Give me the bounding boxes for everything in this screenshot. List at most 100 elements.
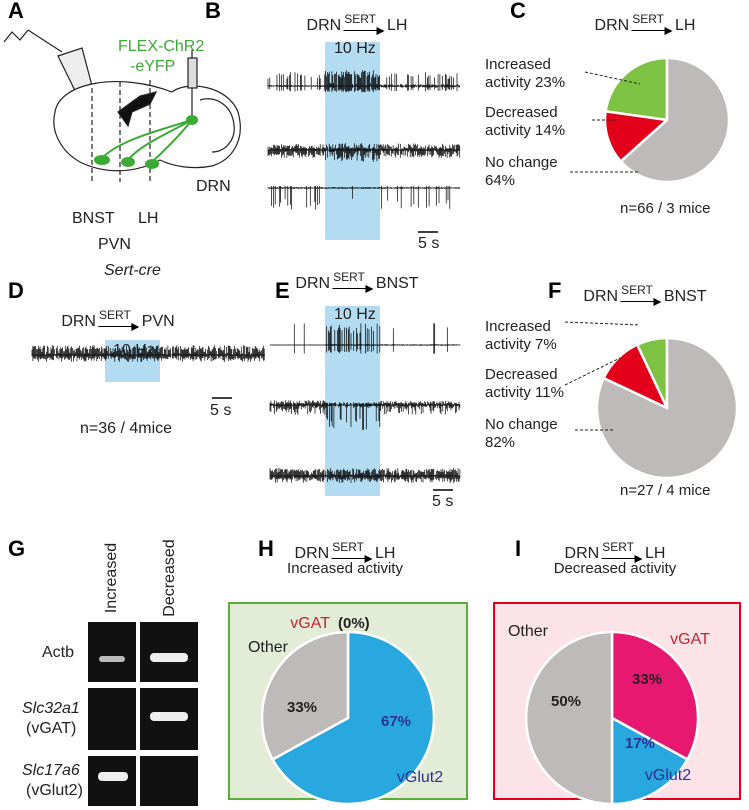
panel-label: F <box>548 278 562 303</box>
pie-slice <box>524 630 614 806</box>
pathway-title: DRN SERT LH <box>294 540 396 563</box>
category-name: No change <box>485 154 558 171</box>
superscript: SERT <box>343 12 385 35</box>
gel <box>88 622 198 806</box>
value-label: 7% <box>535 336 557 353</box>
pathway-title: DRN SERT LH <box>564 540 665 563</box>
category-name: vGAT <box>290 615 330 632</box>
superscript: SERT <box>331 540 373 563</box>
note: n=27 / 4 mice <box>620 482 711 499</box>
scale-bar-label: 5 s <box>210 402 232 419</box>
source: DRN <box>583 288 619 305</box>
value-label: (0%) <box>338 615 370 632</box>
category-name: vGAT <box>670 631 710 648</box>
superscript: SERT <box>631 12 673 35</box>
region-label: LH <box>138 210 159 227</box>
scale-bar-label: 5 s <box>432 493 454 510</box>
category-name: Increased activity <box>485 56 551 91</box>
cerebellum <box>199 98 235 153</box>
pie-slice <box>610 715 690 806</box>
target: BNST <box>375 275 419 292</box>
mouse-line: Sert-cre <box>104 262 161 279</box>
value-label: 33% <box>632 671 662 688</box>
pathway-title: DRN SERT LH <box>595 12 696 35</box>
source: DRN <box>564 545 600 562</box>
panel-label: A <box>8 0 24 23</box>
leader-line <box>564 321 641 326</box>
target: LH <box>675 17 696 34</box>
region-label: BNST <box>72 210 115 227</box>
superscript: SERT <box>332 270 374 293</box>
virus-label: FLEX-ChR2 <box>118 38 205 55</box>
panel-label: D <box>8 278 24 303</box>
note: n=66 / 3 mice <box>620 200 711 217</box>
leader-line <box>584 71 641 85</box>
target: LH <box>375 545 396 562</box>
stim-window <box>325 306 380 496</box>
value-label: 14% <box>535 122 566 139</box>
gel-lane <box>140 756 198 806</box>
category-name: vGlut2 <box>645 767 691 784</box>
region-label: PVN <box>98 236 131 253</box>
pie-slice <box>619 56 731 184</box>
source: DRN <box>61 313 96 330</box>
gel-band <box>98 772 128 781</box>
gel-band <box>150 653 188 662</box>
category-name: vGlut2 <box>397 769 443 786</box>
stimulus-label: 10 Hz <box>334 306 376 323</box>
category-name: Other <box>248 639 289 656</box>
trace <box>267 186 461 210</box>
pathway-title: DRN SERT PVN <box>61 308 175 331</box>
slice-label: No change 82% <box>485 416 585 452</box>
panel-label: B <box>205 0 221 23</box>
superscript: SERT <box>97 308 140 331</box>
subtitle: Increased activity <box>287 560 403 577</box>
gel-lane <box>140 622 198 682</box>
target: LH <box>387 17 408 34</box>
superscript: SERT <box>620 283 662 306</box>
panel-label: E <box>275 278 290 303</box>
pie-slice <box>260 630 350 762</box>
value-label: 67% <box>381 713 411 730</box>
trace <box>267 70 461 93</box>
gene-name: Slc32a1 <box>22 700 80 717</box>
slice-label: No change 64% <box>485 154 585 190</box>
slice-label: Increased activity 23% <box>485 56 585 92</box>
source: DRN <box>294 545 330 562</box>
injection-site <box>186 115 198 125</box>
value-label: 50% <box>551 693 581 710</box>
electrode-icon <box>3 29 29 43</box>
trace <box>267 143 461 162</box>
target-region <box>145 159 159 169</box>
superscript: SERT <box>601 540 643 563</box>
protein-name: (vGlut2) <box>26 782 83 799</box>
protein-name: (vGAT) <box>26 720 77 737</box>
trace <box>269 400 461 431</box>
source: DRN <box>306 17 342 34</box>
projection-arrow <box>127 119 193 161</box>
slice-label: Increased activity 7% <box>485 318 585 354</box>
pie-slice <box>604 56 669 122</box>
value-label: 64% <box>485 172 516 189</box>
source: DRN <box>295 275 331 292</box>
panel-label: G <box>8 536 26 561</box>
scale-bar-label: 5 s <box>418 235 440 252</box>
leader-line <box>564 357 621 386</box>
value-label: 11% <box>535 384 564 401</box>
gene-name: Slc17a6 <box>22 762 80 779</box>
value-label: 82% <box>485 434 516 451</box>
stimulus-label: 10 Hz <box>334 40 376 57</box>
value-label: 17% <box>625 735 655 752</box>
panel-label: H <box>258 536 274 561</box>
slice-label: Decreased activity 11% <box>485 366 585 402</box>
pathway-title: DRN SERT BNST <box>583 283 707 306</box>
target-region <box>94 155 110 165</box>
value-label: 23% <box>535 74 566 91</box>
panel-label: I <box>515 536 522 561</box>
trace <box>269 468 461 483</box>
gel-lane <box>88 688 136 750</box>
projections <box>94 115 198 169</box>
